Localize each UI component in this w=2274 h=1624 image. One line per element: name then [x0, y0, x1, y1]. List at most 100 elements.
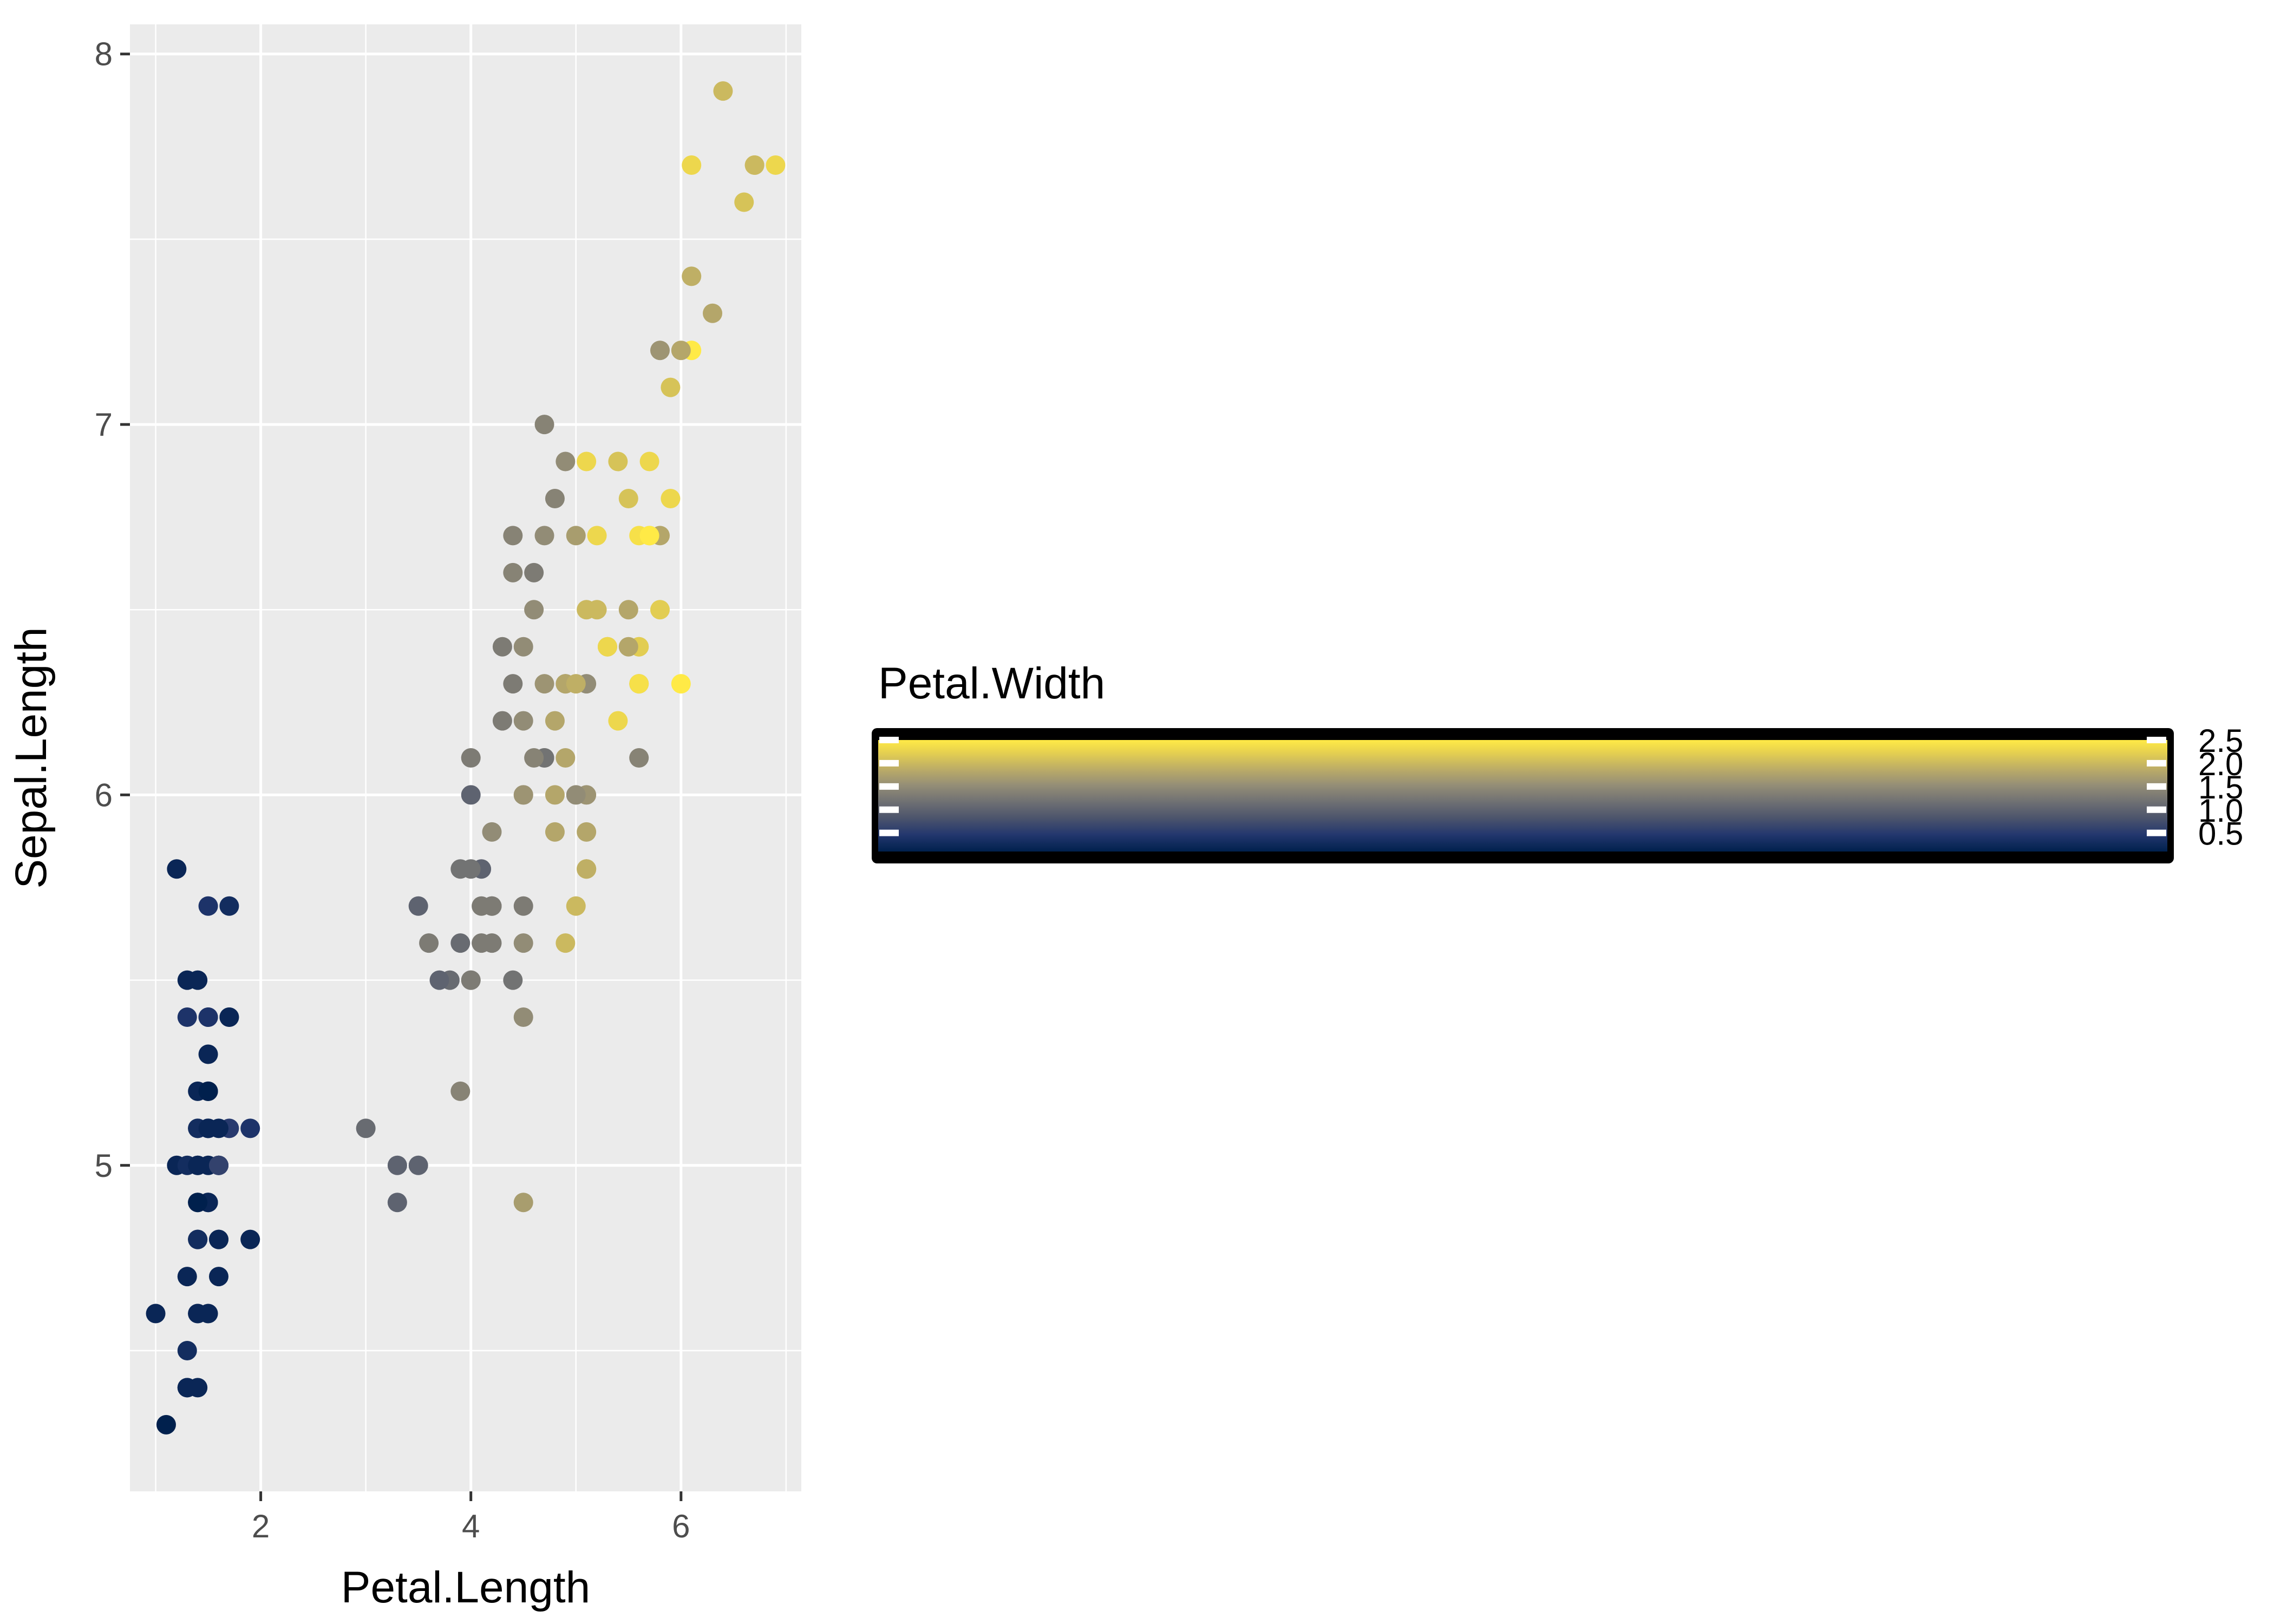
data-point — [198, 1081, 218, 1101]
color-legend: Petal.Width 0.51.01.52.02.5 — [872, 659, 2243, 863]
colorbar-ticks: 0.51.01.52.02.5 — [879, 723, 2243, 852]
data-point — [503, 526, 523, 546]
data-point — [682, 155, 702, 175]
data-point — [587, 600, 607, 620]
data-point — [240, 1229, 260, 1249]
data-point — [661, 377, 681, 397]
data-point — [167, 859, 187, 879]
data-point — [472, 896, 492, 916]
data-point — [492, 637, 512, 657]
data-point — [566, 785, 586, 805]
data-point — [198, 896, 218, 916]
data-point — [639, 451, 659, 472]
data-point — [629, 748, 649, 768]
data-point — [766, 155, 786, 175]
data-point — [177, 1267, 197, 1287]
data-point — [545, 785, 565, 805]
data-point — [577, 859, 597, 879]
grid-minor — [130, 24, 801, 1491]
data-point — [156, 1415, 176, 1435]
data-point — [534, 415, 554, 435]
data-point — [629, 674, 649, 694]
data-point — [661, 488, 681, 508]
data-point — [608, 711, 628, 731]
data-point — [482, 822, 502, 842]
data-point — [734, 192, 754, 212]
colorbar — [878, 740, 2167, 852]
data-point — [577, 451, 597, 472]
data-point — [429, 970, 449, 990]
x-axis-title: Petal.Length — [341, 1563, 591, 1612]
colorbar-label: 2.0 — [2198, 746, 2243, 782]
data-point — [556, 451, 576, 472]
data-point — [650, 600, 670, 620]
data-point — [618, 600, 638, 620]
data-point — [492, 711, 512, 731]
data-point — [387, 1155, 407, 1175]
data-point — [513, 1193, 533, 1213]
data-point — [587, 526, 607, 546]
data-point — [639, 526, 659, 546]
colorbar-label: 0.5 — [2198, 816, 2243, 852]
data-point — [408, 896, 428, 916]
data-point — [177, 970, 197, 990]
data-point — [208, 1267, 228, 1287]
data-point — [198, 1044, 218, 1064]
data-point — [482, 933, 502, 953]
data-point — [713, 81, 733, 101]
data-point — [556, 748, 576, 768]
data-point — [240, 1118, 260, 1138]
data-point — [513, 1007, 533, 1027]
axes: 2 4 6 5 6 7 8 — [95, 36, 690, 1544]
data-point — [524, 600, 544, 620]
data-point — [188, 1193, 208, 1213]
x-tick-label: 4 — [462, 1508, 480, 1544]
data-point — [597, 637, 617, 657]
data-point — [503, 562, 523, 582]
data-point — [513, 711, 533, 731]
colorbar-label: 2.5 — [2198, 723, 2243, 759]
data-point — [524, 562, 544, 582]
data-point — [461, 748, 481, 768]
data-point — [387, 1193, 407, 1213]
colorbar-label: 1.5 — [2198, 769, 2243, 806]
y-axis-title: Sepal.Length — [6, 627, 56, 888]
data-points — [146, 81, 786, 1435]
data-point — [545, 488, 565, 508]
data-point — [650, 340, 670, 361]
data-point — [545, 822, 565, 842]
data-point — [450, 933, 471, 953]
y-tick-label: 7 — [95, 407, 113, 443]
data-point — [503, 674, 523, 694]
data-point — [577, 822, 597, 842]
data-point — [618, 488, 638, 508]
data-point — [198, 1007, 218, 1027]
data-point — [461, 970, 481, 990]
data-point — [534, 526, 554, 546]
data-point — [513, 896, 533, 916]
data-point — [513, 933, 533, 953]
data-point — [219, 896, 239, 916]
data-point — [356, 1118, 376, 1138]
data-point — [566, 674, 586, 694]
data-point — [450, 1081, 471, 1101]
data-point — [671, 674, 691, 694]
data-point — [146, 1304, 166, 1324]
data-point — [503, 970, 523, 990]
y-tick-label: 8 — [95, 36, 113, 73]
y-tick-label: 6 — [95, 777, 113, 813]
data-point — [534, 674, 554, 694]
data-point — [608, 451, 628, 472]
data-point — [208, 1155, 228, 1175]
data-point — [556, 933, 576, 953]
data-point — [177, 1340, 197, 1360]
data-point — [703, 303, 723, 323]
legend-title: Petal.Width — [878, 659, 1105, 708]
data-point — [219, 1007, 239, 1027]
y-tick-label: 5 — [95, 1148, 113, 1184]
data-point — [524, 748, 544, 768]
x-tick-label: 6 — [672, 1508, 690, 1544]
data-point — [177, 1378, 197, 1398]
data-point — [177, 1007, 197, 1027]
